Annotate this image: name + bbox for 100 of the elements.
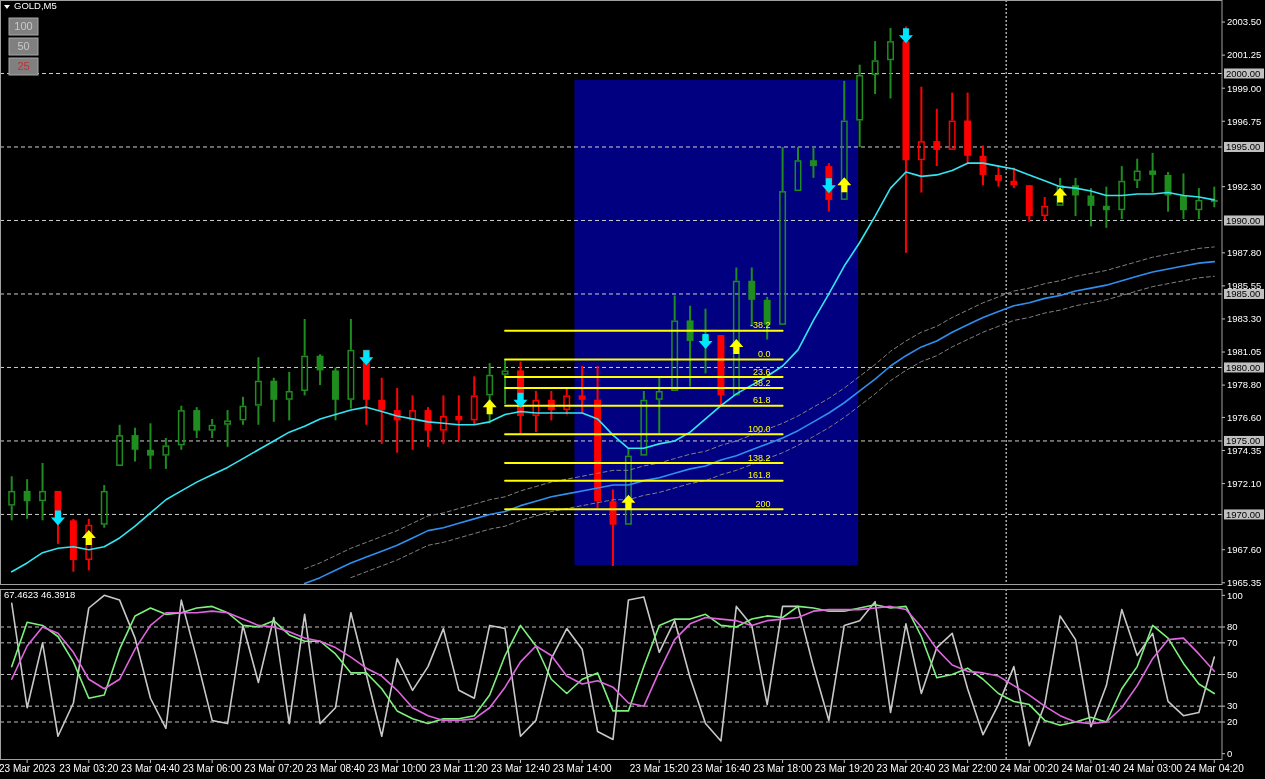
x-tick-label: 23 Mar 2023 (0, 763, 56, 774)
point (482, 399, 497, 415)
series-label: 161.8 (748, 470, 771, 481)
y-tick-label: 80 (1227, 621, 1238, 633)
x-tick-label: 24 Mar 03:00 (1123, 763, 1183, 774)
candlestick (193, 406, 201, 440)
y-tick-label: 1976.60 (1227, 411, 1262, 423)
y-tick-label: 1965.35 (1227, 577, 1262, 589)
x-tick-label: 23 Mar 10:00 (367, 763, 428, 774)
chart-title: GOLD,M5 (14, 0, 57, 11)
candlestick (1164, 170, 1172, 213)
candlestick (871, 40, 879, 96)
annotation: 25 (17, 60, 30, 73)
candlestick (578, 364, 586, 415)
y-tick-label: 1972.10 (1227, 477, 1262, 489)
series-label: 61.8 (753, 395, 771, 406)
candlestick (162, 437, 170, 470)
candlestick (378, 376, 386, 445)
y-tick-label: 70 (1227, 637, 1238, 649)
candlestick (917, 85, 925, 194)
chart-title: 67.4623 46.3918 (4, 589, 76, 600)
x-tick-label: 23 Mar 18:00 (753, 763, 813, 774)
point (50, 510, 65, 526)
candlestick (1087, 187, 1095, 228)
ref-line-label: 1980.00 (1226, 361, 1261, 373)
y-tick-label: 1992.30 (1227, 181, 1262, 192)
candlestick (23, 478, 31, 520)
point (1053, 187, 1068, 203)
y-tick-label: 20 (1227, 716, 1238, 728)
y-tick-label: 50 (1227, 668, 1238, 680)
x-tick-label: 23 Mar 14:00 (552, 763, 613, 774)
candlestick (532, 389, 540, 434)
candlestick (347, 317, 355, 410)
y-tick-label: 1987.80 (1227, 247, 1262, 259)
point (621, 494, 636, 510)
candlestick (455, 394, 463, 442)
candlestick (933, 107, 941, 168)
x-tick-label: 23 Mar 19:20 (814, 763, 875, 774)
x-tick-label: 24 Mar 04:20 (1184, 763, 1245, 774)
series-label: 0.0 (758, 348, 771, 359)
candlestick (439, 394, 447, 445)
candlestick (1102, 185, 1110, 229)
x-tick-label: 23 Mar 22:00 (938, 763, 998, 774)
point (821, 178, 836, 194)
candlestick (316, 353, 324, 387)
candlestick (1118, 165, 1126, 221)
y-tick-label: 2003.50 (1227, 16, 1262, 28)
candlestick (224, 409, 232, 448)
x-tick-label: 23 Mar 15:20 (629, 763, 690, 774)
candlestick (809, 145, 817, 179)
point (729, 338, 744, 354)
candlestick (239, 395, 247, 426)
ref-line-label: 1985.00 (1226, 288, 1261, 300)
x-tick-label: 23 Mar 20:40 (876, 763, 936, 774)
annotation: 100 (14, 20, 33, 33)
x-tick-label: 23 Mar 06:00 (182, 763, 243, 774)
y-tick-label: 1983.30 (1227, 313, 1262, 325)
candlestick (409, 394, 417, 451)
x-tick-label: 24 Mar 01:40 (1061, 763, 1121, 774)
candlestick (1149, 151, 1157, 194)
y-tick-label: 1999.00 (1227, 82, 1262, 94)
point (837, 177, 852, 193)
point (513, 392, 528, 408)
candlestick (686, 304, 694, 388)
ref-line-label: 1990.00 (1226, 214, 1261, 226)
x-tick-label: 23 Mar 08:40 (306, 763, 366, 774)
series-label: -38.2 (750, 320, 771, 331)
candlestick (147, 422, 154, 470)
x-tick-label: 23 Mar 03:20 (59, 763, 119, 774)
candlestick (501, 359, 509, 406)
series-label: 138.2 (748, 452, 771, 463)
x-tick-label: 23 Mar 16:40 (691, 763, 751, 774)
series-label: 200 (755, 498, 771, 509)
candlestick (208, 417, 216, 440)
candlestick (285, 370, 293, 422)
point (698, 334, 713, 350)
point (81, 529, 96, 545)
candlestick (856, 63, 864, 148)
candlestick (1179, 172, 1187, 221)
candlestick (887, 26, 894, 100)
candlestick (254, 356, 262, 426)
annotation: 50 (17, 40, 30, 53)
series-label: 23.6 (753, 366, 771, 377)
ref-line-label: 2000.00 (1226, 67, 1261, 79)
candlestick (8, 475, 16, 522)
y-tick-label: 1967.60 (1227, 544, 1262, 556)
x-tick-label: 24 Mar 00:20 (999, 763, 1060, 774)
x-tick-label: 23 Mar 04:40 (121, 763, 181, 774)
candlestick (100, 484, 108, 529)
candlestick (270, 376, 278, 423)
y-tick-label: 1981.05 (1227, 346, 1262, 358)
ref-line-label: 1970.00 (1226, 508, 1261, 520)
point (359, 350, 374, 366)
y-tick-label: 1978.80 (1227, 379, 1262, 391)
ref-line-label: 1975.00 (1226, 435, 1261, 447)
y-tick-label: 0 (1227, 747, 1233, 759)
x-tick-label: 23 Mar 12:40 (491, 763, 551, 774)
y-tick-label: 1996.75 (1227, 115, 1262, 127)
candlestick (131, 426, 139, 463)
candlestick (994, 165, 1002, 188)
